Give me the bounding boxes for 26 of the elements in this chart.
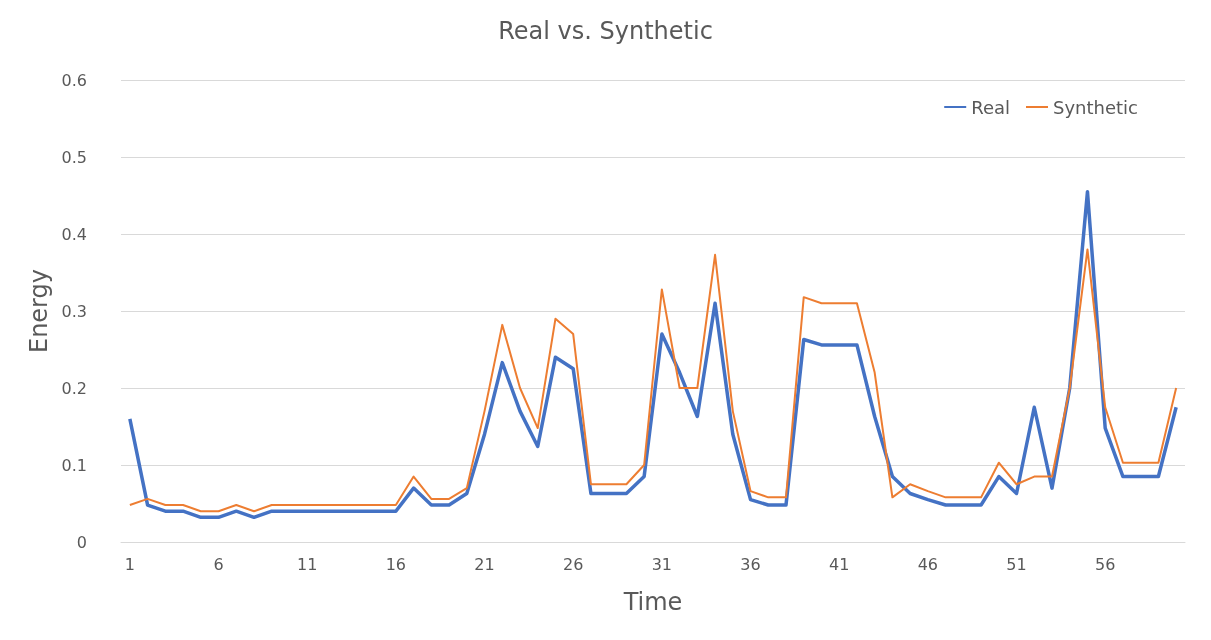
x-tick-label: 16 — [385, 554, 407, 574]
x-tick-label: 21 — [474, 554, 495, 574]
y-axis-title: Energy — [24, 268, 53, 354]
y-tick-label: 0.1 — [61, 455, 87, 475]
legend-label: Real — [971, 96, 1011, 118]
legend-label: Synthetic — [1053, 96, 1138, 118]
x-tick-label: 56 — [1095, 554, 1116, 574]
x-tick-label: 26 — [563, 554, 584, 574]
x-tick-label: 1 — [124, 554, 135, 574]
y-tick-label: 0.5 — [61, 147, 87, 167]
x-tick-label: 41 — [829, 554, 850, 574]
chart-title: Real vs. Synthetic — [498, 17, 713, 45]
line-series — [128, 189, 1178, 520]
x-tick-label: 46 — [917, 554, 939, 574]
y-tick-label: 0 — [76, 532, 87, 552]
y-tick-label: 0.6 — [61, 70, 87, 90]
x-tick-label: 11 — [297, 554, 318, 574]
x-tick-label: 36 — [740, 554, 761, 574]
y-tick-label: 0.2 — [61, 378, 87, 398]
x-axis-title: Time — [622, 588, 683, 616]
x-tick-label: 6 — [213, 554, 224, 574]
y-tick-label: 0.4 — [61, 224, 87, 244]
y-tick-label: 0.3 — [61, 301, 87, 321]
x-tick-label: 31 — [651, 554, 673, 574]
x-tick-label: 51 — [1006, 554, 1027, 574]
line-series — [128, 248, 1178, 513]
